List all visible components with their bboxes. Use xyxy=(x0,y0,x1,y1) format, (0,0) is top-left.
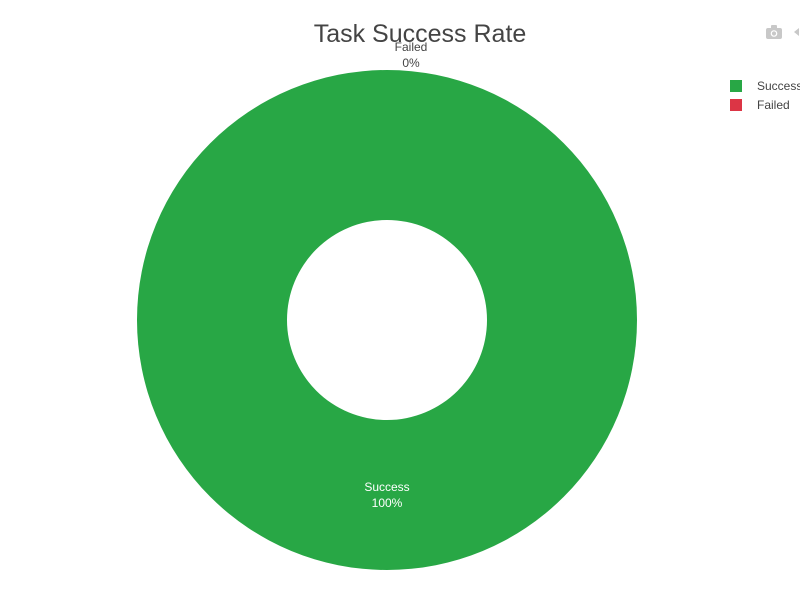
chart-title: Task Success Rate xyxy=(313,20,527,48)
legend-label-failed: Failed xyxy=(757,97,790,112)
modebar xyxy=(764,22,800,44)
legend-item-failed[interactable]: Failed xyxy=(730,95,800,114)
legend-item-success[interactable]: Success xyxy=(730,76,800,95)
legend-swatch-failed xyxy=(730,98,742,111)
legend: Success Failed xyxy=(730,76,800,114)
slice-label-success-percent: 100% xyxy=(372,496,403,510)
slice-label-success-name: Success xyxy=(364,480,409,494)
legend-label-success: Success xyxy=(757,78,800,93)
slice-label-failed-name: Failed xyxy=(395,40,428,54)
autoscale-icon[interactable] xyxy=(792,22,800,42)
camera-icon[interactable] xyxy=(764,22,784,42)
legend-swatch-success xyxy=(730,79,742,92)
slice-label-failed-percent: 0% xyxy=(402,56,420,70)
slice-success[interactable] xyxy=(137,70,637,570)
